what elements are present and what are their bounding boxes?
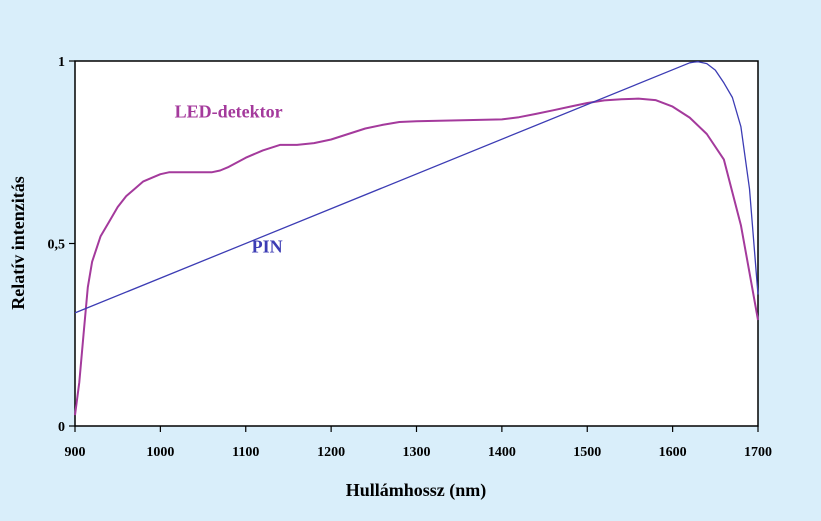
y-tick-label: 0	[58, 420, 65, 435]
x-axis-title: Hullámhossz (nm)	[346, 480, 487, 501]
x-tick-label: 1200	[317, 445, 345, 460]
x-tick-label: 1600	[659, 445, 687, 460]
y-tick-label: 1	[58, 55, 65, 70]
x-tick-label: 1300	[403, 445, 431, 460]
x-tick-label: 1500	[573, 445, 601, 460]
x-tick-label: 1700	[744, 445, 772, 460]
y-axis-title: Relatív intenzitás	[8, 176, 28, 309]
series-label-pin: PIN	[252, 237, 283, 257]
series-line-led-detektor	[74, 97, 759, 416]
x-tick-label: 1000	[146, 445, 174, 460]
x-tick-label: 1400	[488, 445, 516, 460]
x-tick-label: 1100	[232, 445, 259, 460]
series-label-led-detektor: LED-detektor	[175, 102, 283, 122]
x-tick-label: 900	[65, 445, 86, 460]
series-line-pin	[74, 61, 759, 314]
y-tick-label: 0,5	[48, 238, 66, 253]
